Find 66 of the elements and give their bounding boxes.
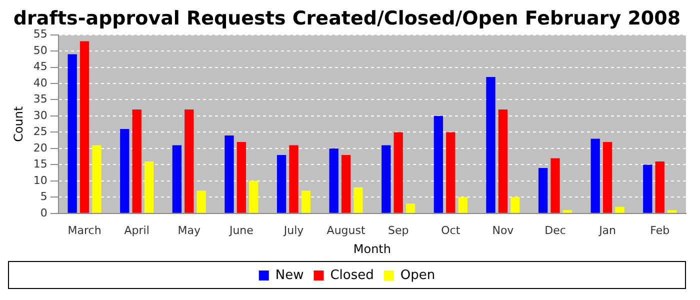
- x-tick-label: August: [326, 224, 366, 237]
- y-tick-label: 55: [33, 28, 48, 41]
- bar: [602, 142, 612, 213]
- bar: [655, 161, 664, 213]
- legend-label: Closed: [330, 268, 374, 283]
- y-tick-label: 50: [33, 44, 48, 57]
- y-tick-label: 10: [33, 174, 48, 187]
- bar: [196, 190, 206, 213]
- x-tick-label: Oct: [441, 224, 461, 237]
- y-tick-label: 35: [33, 92, 48, 106]
- x-tick-label: Feb: [650, 224, 670, 237]
- bar: [562, 210, 572, 213]
- bar: [92, 145, 102, 213]
- bar: [394, 132, 403, 213]
- x-tick-label: July: [282, 224, 304, 237]
- bar: [289, 145, 298, 213]
- y-tick-label: 0: [40, 206, 48, 220]
- y-tick-label: 20: [33, 141, 48, 154]
- bar: [434, 116, 444, 213]
- bar: [354, 187, 363, 213]
- bar: [446, 132, 456, 213]
- x-axis-title: Month: [353, 242, 392, 256]
- x-tick-label: Nov: [492, 224, 514, 237]
- bar: [249, 180, 258, 213]
- bar: [643, 164, 652, 213]
- legend-label: New: [275, 268, 304, 283]
- bar: [590, 138, 600, 213]
- bar: [236, 142, 246, 213]
- bar: [276, 154, 286, 213]
- legend-label: Open: [400, 268, 436, 283]
- x-tick-label: June: [228, 224, 254, 237]
- bar: [406, 204, 416, 213]
- bar: [80, 41, 90, 213]
- x-tick-label: Sep: [388, 224, 409, 237]
- bar: [68, 54, 77, 213]
- bar: [301, 190, 311, 213]
- y-tick-label: 45: [33, 60, 48, 74]
- bar: [224, 135, 234, 213]
- bar: [329, 148, 338, 213]
- y-tick-label: 25: [33, 125, 48, 138]
- bar: [550, 158, 560, 213]
- bar: [486, 77, 496, 213]
- x-tick-label: March: [68, 224, 102, 237]
- x-tick-label: April: [124, 224, 150, 237]
- bar: [615, 206, 624, 213]
- y-tick-label: 30: [33, 108, 48, 122]
- y-tick-label: 5: [40, 190, 48, 204]
- x-tick-label: Dec: [544, 224, 566, 237]
- chart-title: drafts-approval Requests Created/Closed/Open February 2008: [13, 7, 681, 30]
- x-tick-label: Jan: [598, 224, 616, 237]
- bar: [120, 128, 130, 213]
- bar: [172, 145, 182, 213]
- bar: [538, 168, 548, 213]
- bar: [132, 109, 142, 213]
- bar: [458, 197, 468, 213]
- bar: [498, 109, 508, 213]
- bar: [144, 161, 154, 213]
- x-tick-label: May: [178, 224, 202, 237]
- y-tick-label: 40: [33, 76, 48, 90]
- bar: [510, 197, 520, 213]
- bar: [341, 154, 351, 213]
- y-axis-title: Count: [11, 106, 26, 142]
- y-tick-label: 15: [33, 158, 48, 171]
- bar: [667, 210, 677, 213]
- bar: [382, 145, 391, 213]
- bar: [184, 109, 194, 213]
